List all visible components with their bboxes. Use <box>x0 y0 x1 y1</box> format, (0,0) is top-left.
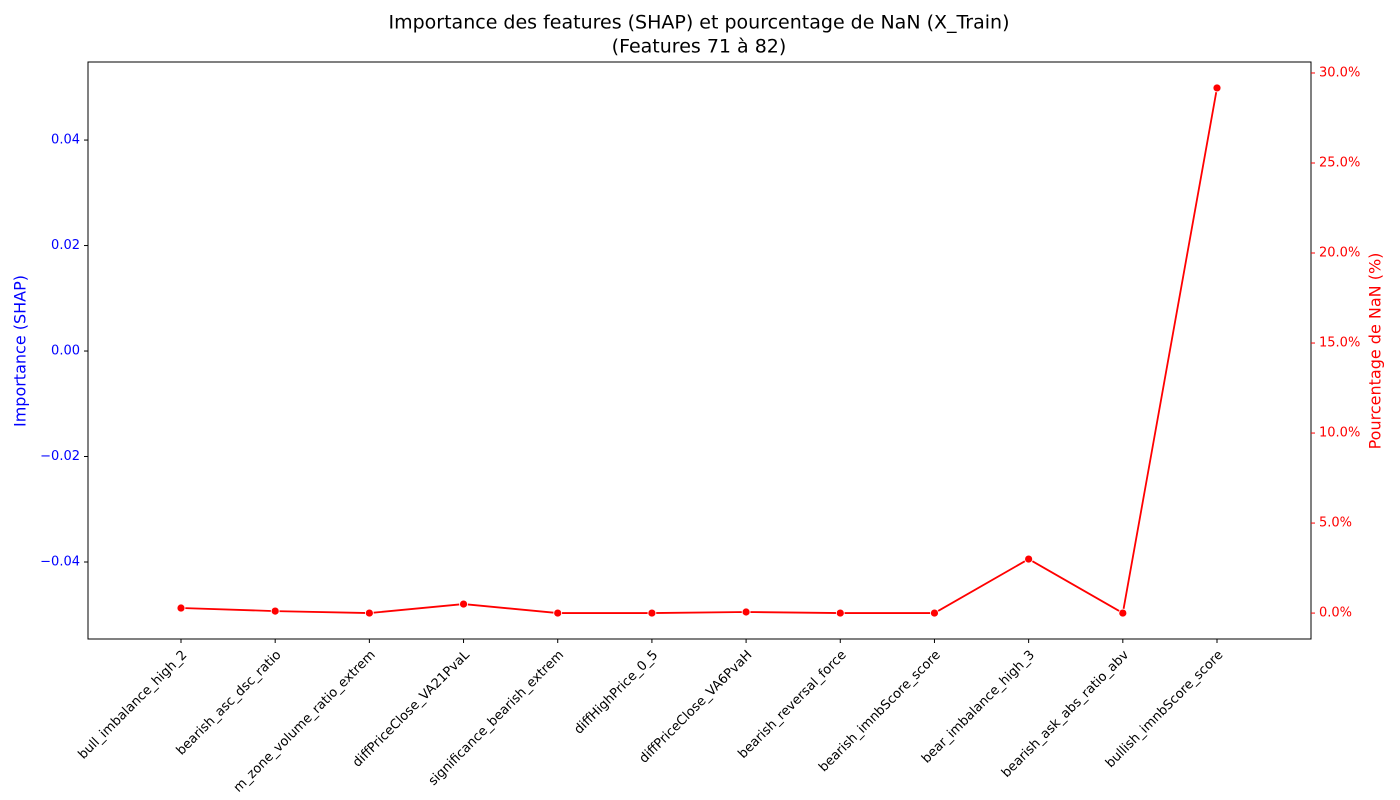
y2-tick-label: 10.0% <box>1319 426 1360 441</box>
y2-tick-label: 30.0% <box>1319 65 1360 80</box>
x-tick-label: bearish_asc_dsc_ratio <box>174 648 285 759</box>
plot-frame <box>87 61 1312 640</box>
chart-subtitle: (Features 71 à 82) <box>612 36 787 58</box>
y-axis-label: Importance (SHAP) <box>11 275 30 427</box>
point <box>647 608 657 618</box>
y2-tick-label: 20.0% <box>1319 246 1360 261</box>
y2-tick-label: 25.0% <box>1319 155 1360 170</box>
y2-tick-label: 15.0% <box>1319 336 1360 351</box>
point <box>553 608 563 618</box>
point <box>1024 554 1034 564</box>
point <box>459 599 468 609</box>
y2-tick-label: 0.0% <box>1319 606 1352 621</box>
point <box>835 608 845 618</box>
y-tick-label: 0.04 <box>51 133 80 148</box>
y2-axis-label: Pourcentage de NaN (%) <box>1366 253 1385 450</box>
point <box>741 607 751 617</box>
point <box>270 606 280 616</box>
point <box>930 608 939 618</box>
y-tick-label: 0.02 <box>51 238 80 253</box>
y2-tick-label: 5.0% <box>1319 516 1352 531</box>
chart-title: Importance des features (SHAP) et pource… <box>389 12 1010 34</box>
x-tick-label: bull_imbalance_high_2 <box>76 648 191 763</box>
point <box>364 608 374 618</box>
y-tick-label: −0.02 <box>40 449 80 464</box>
point <box>1212 83 1222 93</box>
line <box>180 87 1218 615</box>
point <box>176 603 186 613</box>
x-tick-label: bearish_reversal_force <box>735 648 849 762</box>
y-tick-label: −0.04 <box>40 554 80 569</box>
point <box>1118 608 1128 618</box>
x-tick-label: diffHighPrice_0_5 <box>571 648 661 738</box>
y-tick-label: 0.00 <box>51 344 80 359</box>
